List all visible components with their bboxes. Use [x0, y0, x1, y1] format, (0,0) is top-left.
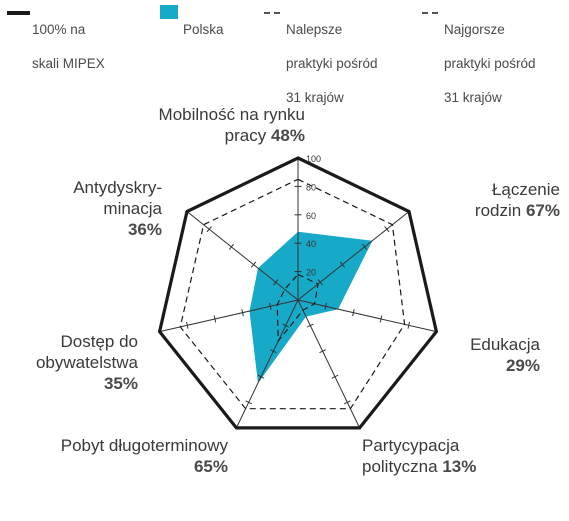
legend-polska-swatch: [160, 5, 178, 19]
axis-label-mobility-line-1: Mobilność na rynku: [158, 105, 305, 124]
legend-max-label-2: skali MIPEX: [32, 56, 105, 71]
series-dashed-best: [179, 178, 406, 410]
series-max-outline: [157, 156, 439, 430]
axis-value-political: 13%: [442, 457, 477, 476]
axis-label-citizenship-line-1: Dostęp do: [60, 332, 139, 351]
axis-tick-family-60: [362, 243, 368, 250]
legend-worst-label-1: Najgorsze: [444, 22, 505, 37]
scale-tick-label-60: 60: [306, 211, 316, 221]
axis-label-antidiscrimination-line-1: Antydyskry-: [73, 178, 162, 197]
axis-line-residence: [235, 299, 299, 429]
legend-best-line: [264, 12, 282, 14]
series-dashed-worst: [276, 273, 319, 343]
axis-label-political-line-2: polityczna: [362, 457, 438, 476]
axis-label-education-line-1: Edukacja: [470, 335, 540, 354]
axis-label-residence-line-1: Pobyt długoterminowy: [60, 436, 228, 455]
axis-value-education: 29%: [505, 356, 540, 375]
legend-max-label-1: 100% na: [32, 22, 86, 37]
axis-tick-education-20: [324, 302, 327, 310]
axis-label-antidiscrimination: Antydyskry- minacja 36%: [30, 177, 162, 240]
legend-polska-label: Polska: [183, 22, 224, 37]
axis-line-antidiscrimination: [186, 211, 299, 301]
scale-tick-label-20: 20: [306, 268, 316, 278]
legend-worst: Najgorsze praktyki pośród 31 krajów: [420, 4, 565, 105]
legend-worst-line: [422, 12, 440, 14]
axis-label-political: Partycypacja polityczna 13%: [362, 435, 512, 477]
axis-tick-political-80: [343, 400, 351, 405]
legend-best-label-1: Nalepsze: [286, 22, 343, 37]
axis-tick-education-60: [379, 315, 383, 323]
axis-label-family-line-2: rodzin: [474, 201, 522, 220]
axis-label-family-line-1: Łączenie: [491, 180, 560, 199]
axis-line-political: [297, 299, 361, 429]
legend-polska: Polska: [160, 4, 260, 37]
axis-tick-residence-40: [269, 349, 277, 354]
axis-label-mobility: Mobilność na rynku pracy 48%: [120, 104, 305, 146]
legend-max: 100% na skali MIPEX: [4, 4, 144, 71]
axis-tick-citizenship-20: [269, 302, 272, 310]
legend-best-label-3: 31 krajów: [286, 90, 344, 105]
axis-label-family: Łączenie rodzin 67%: [420, 179, 560, 221]
axis-tick-residence-20: [282, 323, 290, 328]
axis-label-political-line-1: Partycypacja: [362, 436, 460, 455]
legend-max-line: [7, 11, 30, 15]
axis-tick-education-40: [352, 309, 355, 317]
legend-best: Nalepsze praktyki pośród 31 krajów: [262, 4, 412, 105]
axis-tick-political-20: [306, 323, 314, 328]
axis-tick-antidiscrimination-60: [228, 243, 234, 250]
scale-tick-label-80: 80: [306, 182, 316, 192]
axis-label-antidiscrimination-line-2: minacja: [103, 199, 162, 218]
axis-value-family: 67%: [525, 201, 560, 220]
axis-tick-political-40: [319, 349, 327, 354]
axis-line-education: [297, 299, 437, 333]
scale-tick-label-40: 40: [306, 239, 316, 249]
axis-value-residence: 65%: [193, 457, 228, 476]
polska-area: [249, 231, 373, 384]
legend-worst-label-3: 31 krajów: [444, 90, 502, 105]
axis-label-mobility-line-2: pracy: [224, 126, 267, 145]
axis-tick-residence-80: [245, 400, 253, 405]
axis-line-family: [297, 211, 410, 301]
axis-tick-residence-60: [257, 374, 265, 379]
scale-tick-label-100: 100: [306, 154, 321, 164]
axis-tick-antidiscrimination-40: [251, 261, 257, 268]
axis-line-citizenship: [159, 299, 299, 333]
axis-tick-family-40: [339, 261, 345, 268]
axis-tick-antidiscrimination-80: [206, 226, 212, 233]
axis-value-citizenship: 35%: [103, 374, 138, 393]
legend-best-label-2: praktyki pośród: [286, 56, 378, 71]
axis-tick-family-20: [317, 279, 323, 286]
axis-value-mobility: 48%: [270, 126, 305, 145]
axis-label-citizenship-line-2: obywatelstwa: [35, 353, 138, 372]
axis-tick-citizenship-80: [186, 321, 189, 329]
axis-tick-political-60: [331, 374, 339, 379]
axis-tick-family-80: [384, 226, 390, 233]
legend-worst-label-2: praktyki pośród: [444, 56, 536, 71]
axis-label-education: Edukacja 29%: [440, 334, 540, 376]
axis-tick-education-80: [407, 321, 410, 329]
axis-tick-citizenship-40: [241, 309, 244, 317]
axis-value-antidiscrimination: 36%: [127, 220, 162, 239]
axis-label-citizenship: Dostęp do obywatelstwa 35%: [8, 331, 138, 394]
axis-tick-citizenship-60: [213, 315, 217, 323]
axis-label-residence: Pobyt długoterminowy 65%: [20, 435, 228, 477]
axis-tick-antidiscrimination-20: [273, 279, 279, 286]
